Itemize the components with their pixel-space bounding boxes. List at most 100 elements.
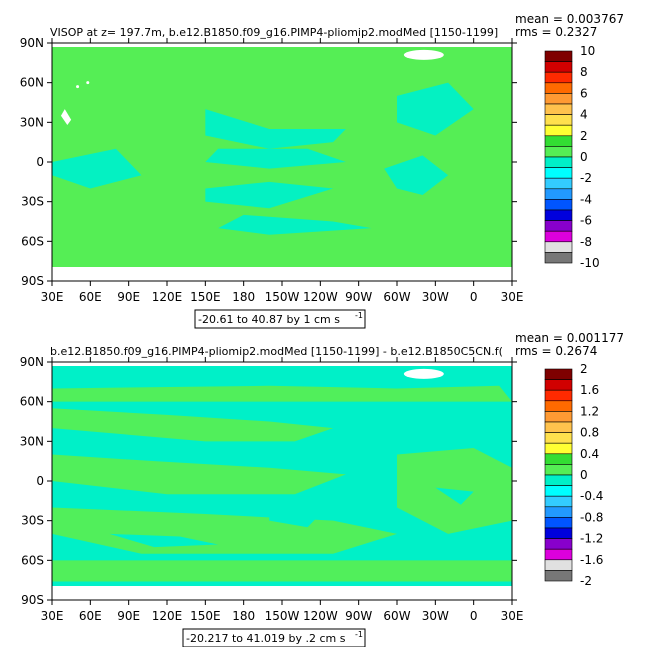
colorbar-swatch (544, 146, 573, 158)
colorbar-swatch (544, 124, 573, 137)
colorbar-label: 8 (580, 65, 588, 79)
colorbar-swatch (544, 230, 573, 243)
x-tick-label: 0 (470, 290, 478, 304)
stat-mean: mean = 0.003767 (515, 12, 624, 26)
stat-rms: rms = 0.2327 (515, 25, 597, 39)
patch-2 (269, 507, 321, 528)
greenland-land (403, 49, 444, 60)
x-tick-label: 30E (501, 609, 524, 623)
y-tick-label: 30S (21, 514, 44, 528)
colorbar-swatch (544, 548, 573, 561)
range-label: -20.61 to 40.87 by 1 cm s (198, 313, 340, 326)
colorbar-swatch (544, 156, 573, 168)
colorbar-swatch (544, 167, 573, 179)
colorbar-label: -2 (580, 574, 592, 588)
colorbar-label: 1.2 (580, 404, 599, 418)
colorbar-swatch (544, 177, 573, 190)
x-tick-label: 30E (41, 290, 64, 304)
x-tick-label: 60W (383, 290, 410, 304)
x-tick-label: 150E (190, 609, 221, 623)
antarctica-land (52, 586, 512, 600)
x-tick-label: 30E (41, 609, 64, 623)
colorbar-label: 4 (580, 108, 588, 122)
chart-title: b.e12.B1850.f09_g16.PIMP4-pliomip2.modMe… (50, 345, 503, 358)
colorbar-swatch (544, 485, 573, 497)
ocean-region-5 (397, 82, 474, 136)
x-tick-label: 0 (470, 609, 478, 623)
island-land (60, 109, 72, 125)
chart-title: VISOP at z= 197.7m, b.e12.B1850.f09_g16.… (50, 26, 498, 39)
colorbar-swatch (544, 421, 573, 433)
y-tick-label: 0 (36, 474, 44, 488)
colorbar-swatch (544, 368, 573, 380)
colorbar-label: 10 (580, 44, 595, 58)
range-sup: -1 (355, 311, 363, 320)
x-tick-label: 150W (265, 609, 300, 623)
x-tick-label: 30W (422, 609, 449, 623)
colorbar-swatch (544, 209, 573, 221)
antarctica-land (52, 267, 512, 281)
greenland-land (403, 368, 444, 379)
colorbar-swatch (544, 432, 573, 444)
colorbar-label: -2 (580, 171, 592, 185)
colorbar-label: -0.4 (580, 489, 603, 503)
chart-panel-2: b.e12.B1850.f09_g16.PIMP4-pliomip2.modMe… (20, 331, 624, 647)
colorbar-swatch (544, 527, 573, 539)
colorbar-swatch (544, 559, 573, 571)
colorbar-swatch (544, 453, 573, 465)
colorbar-swatch (544, 411, 573, 423)
colorbar-label: -10 (580, 256, 600, 270)
ocean-region-3 (52, 148, 142, 189)
colorbar-swatch (544, 93, 573, 105)
x-tick-label: 150W (265, 290, 300, 304)
colorbar-swatch (544, 517, 573, 529)
colorbar-swatch (544, 506, 573, 518)
ocean-region-6 (384, 155, 449, 196)
patch-1 (109, 533, 219, 548)
x-tick-label: 180 (232, 609, 255, 623)
colorbar-label: 0.4 (580, 447, 599, 461)
colorbar-swatch (544, 400, 573, 412)
x-tick-label: 120W (303, 609, 338, 623)
colorbar-label: -6 (580, 214, 592, 228)
colorbar-swatch (544, 474, 573, 486)
colorbar-swatch (544, 188, 573, 200)
x-tick-label: 30E (501, 290, 524, 304)
y-tick-label: 0 (36, 155, 44, 169)
y-tick-label: 90N (20, 355, 44, 369)
y-tick-label: 90N (20, 36, 44, 50)
colorbar-swatch (544, 71, 573, 84)
colorbar: 10 8 6 4 2 0 -2 -4 -6 -8 -10 (544, 44, 600, 270)
colorbar-label: 0 (580, 468, 588, 482)
y-tick-label: 60S (21, 553, 44, 567)
colorbar-label: 0 (580, 150, 588, 164)
colorbar-swatch (544, 570, 573, 582)
colorbar-swatch (544, 379, 573, 391)
y-tick-label: 90S (21, 274, 44, 288)
range-sup: -1 (355, 630, 363, 639)
colorbar-label: 2 (580, 129, 588, 143)
y-tick-label: 30N (20, 115, 44, 129)
y-tick-label: 30S (21, 195, 44, 209)
colorbar-label: 6 (580, 86, 588, 100)
y-tick-label: 60S (21, 234, 44, 248)
stat-mean: mean = 0.001177 (515, 331, 624, 345)
x-tick-label: 60E (79, 290, 102, 304)
small-island (86, 81, 90, 85)
ocean-region-1 (52, 385, 512, 402)
ocean-region-2 (205, 148, 346, 169)
colorbar-swatch (544, 495, 573, 508)
colorbar-swatch (544, 103, 573, 115)
x-tick-label: 60E (79, 609, 102, 623)
ocean-region-1 (205, 109, 346, 149)
x-tick-label: 120E (152, 609, 183, 623)
x-tick-label: 30W (422, 290, 449, 304)
x-tick-label: 120E (152, 290, 183, 304)
y-tick-label: 90S (21, 593, 44, 607)
colorbar-label: -1.6 (580, 553, 603, 567)
colorbar-swatch (544, 464, 573, 476)
colorbar-label: -4 (580, 192, 592, 206)
range-box (194, 309, 366, 329)
ocean-region-7 (218, 214, 372, 235)
ocean-region-4 (205, 181, 334, 209)
